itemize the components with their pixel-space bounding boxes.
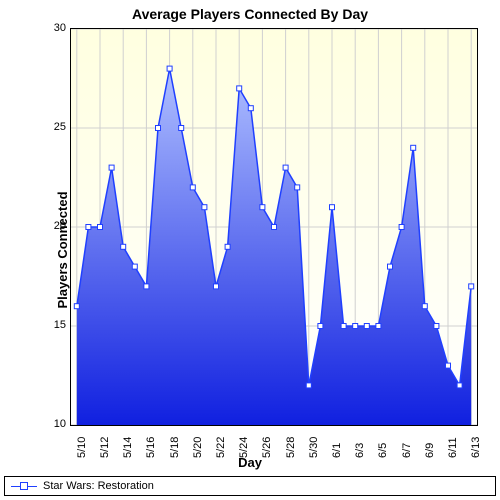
- x-tick-label: 5/28: [285, 437, 297, 458]
- x-tick-label: 6/1: [331, 443, 343, 458]
- x-tick-label: 5/18: [169, 437, 181, 458]
- x-tick-label: 5/14: [122, 437, 134, 458]
- plot-area: [70, 28, 478, 426]
- x-tick-label: 6/5: [377, 443, 389, 458]
- y-axis-label: Players Connected: [55, 191, 70, 308]
- y-tick-label: 15: [54, 319, 66, 331]
- x-tick-label: 5/26: [261, 437, 273, 458]
- x-tick-label: 5/22: [215, 437, 227, 458]
- legend-series-label: Star Wars: Restoration: [43, 480, 154, 492]
- legend-marker: [11, 481, 37, 491]
- chart-container: Average Players Connected By Day Players…: [0, 0, 500, 500]
- x-tick-label: 6/3: [354, 443, 366, 458]
- x-tick-label: 6/13: [470, 437, 482, 458]
- x-tick-label: 6/7: [401, 443, 413, 458]
- x-tick-label: 6/11: [447, 437, 459, 458]
- legend-marker-icon: [20, 482, 28, 490]
- legend: Star Wars: Restoration: [4, 476, 496, 496]
- y-tick-label: 20: [54, 220, 66, 232]
- x-tick-label: 5/20: [192, 437, 204, 458]
- y-tick-label: 30: [54, 22, 66, 34]
- x-tick-label: 5/16: [145, 437, 157, 458]
- chart-title: Average Players Connected By Day: [0, 6, 500, 22]
- x-tick-label: 5/24: [238, 437, 250, 458]
- x-tick-label: 5/30: [308, 437, 320, 458]
- x-tick-label: 5/12: [99, 437, 111, 458]
- x-tick-label: 6/9: [424, 443, 436, 458]
- y-tick-label: 25: [54, 121, 66, 133]
- x-tick-label: 5/10: [76, 437, 88, 458]
- y-tick-label: 10: [54, 418, 66, 430]
- plot-svg: [71, 29, 477, 425]
